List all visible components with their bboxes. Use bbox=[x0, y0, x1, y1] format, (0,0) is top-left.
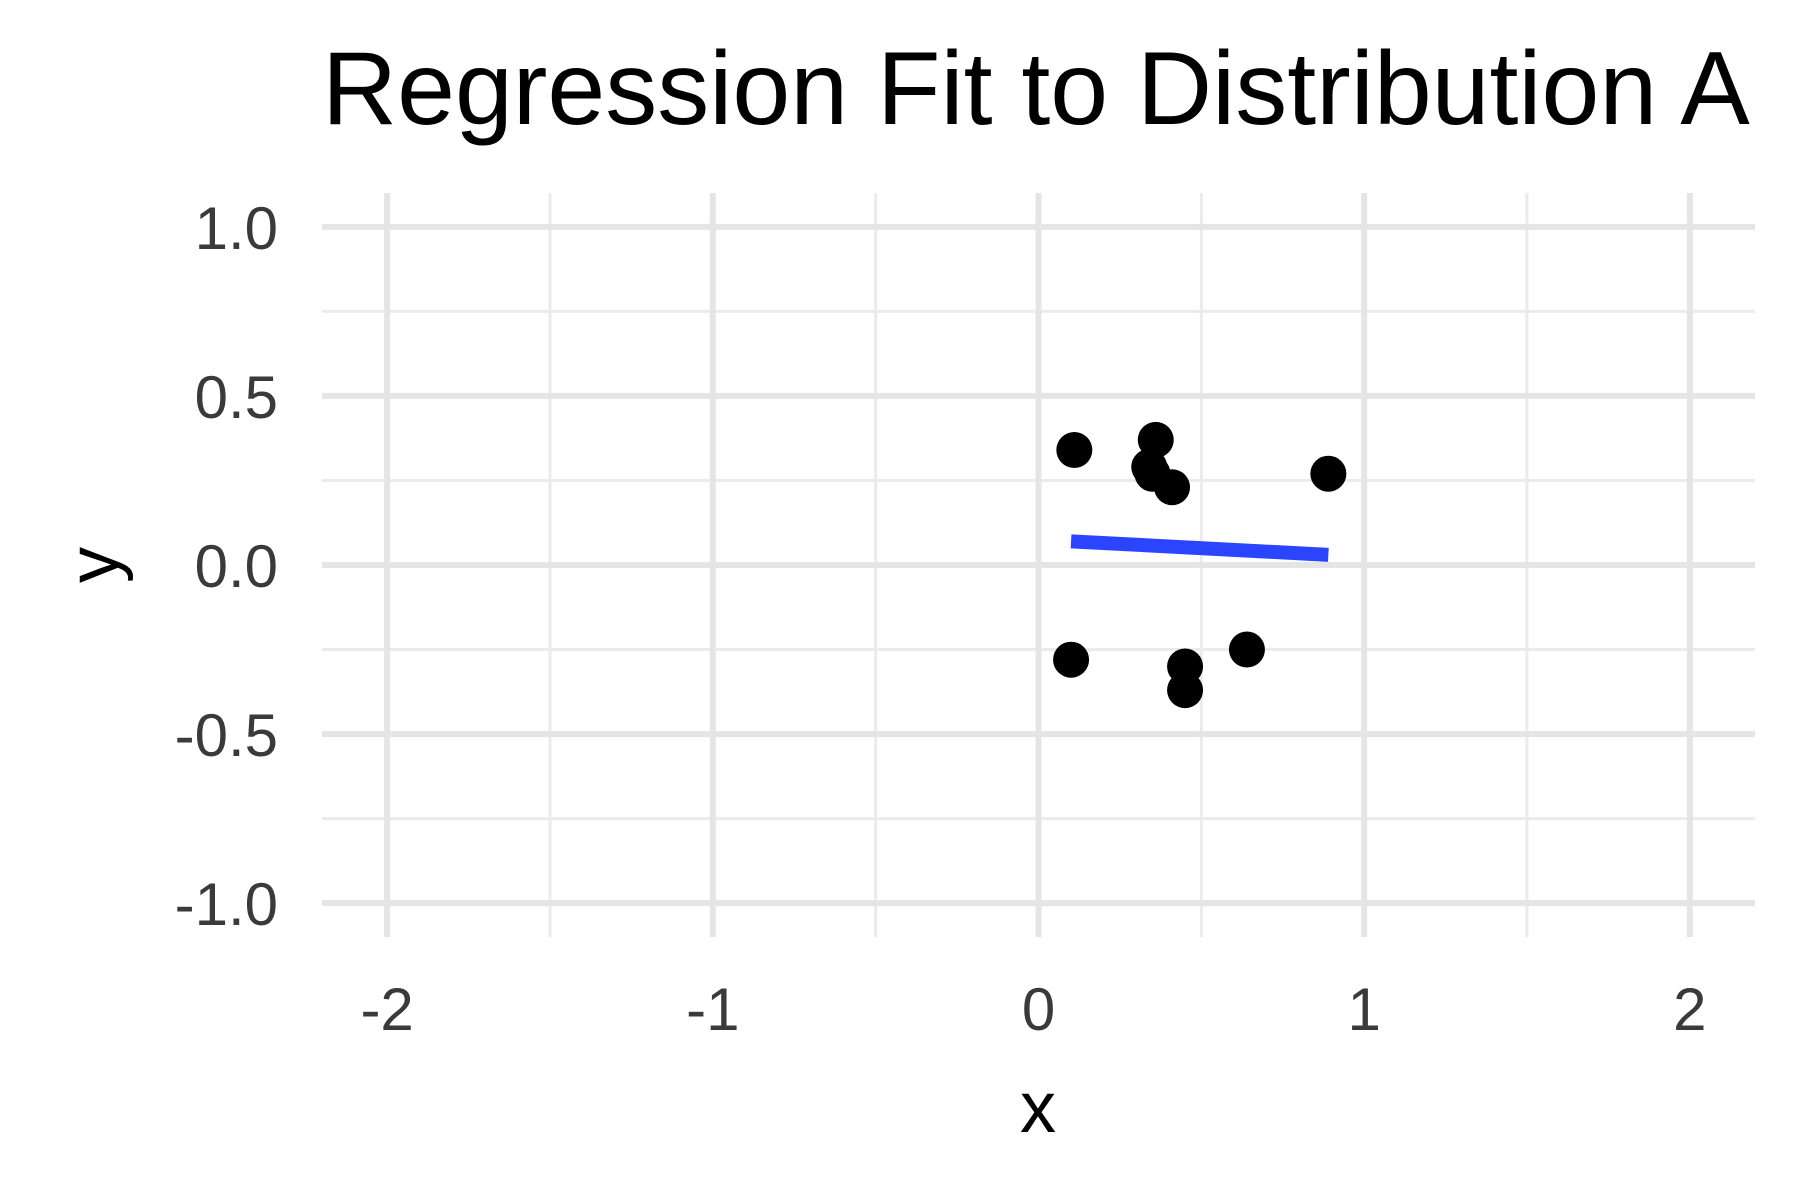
regression-fit-line bbox=[1070, 534, 1329, 562]
data-point bbox=[1056, 432, 1093, 469]
data-point bbox=[1310, 455, 1347, 492]
data-point bbox=[1167, 672, 1204, 709]
y-axis-title: y bbox=[54, 547, 134, 583]
x-tick-label: 1 bbox=[1347, 976, 1380, 1043]
x-axis-title: x bbox=[1020, 1068, 1056, 1148]
grid-layer bbox=[322, 193, 1755, 937]
x-tick-label: 2 bbox=[1673, 976, 1706, 1043]
tick-labels-layer: -2 -1 0 1 2 -1.0 -0.5 0.0 0.5 1.0 bbox=[175, 195, 1707, 1043]
x-tick-label: -1 bbox=[686, 976, 739, 1043]
data-point bbox=[1154, 469, 1191, 506]
points-layer bbox=[1053, 421, 1347, 709]
fit-line-layer bbox=[1070, 534, 1329, 562]
y-tick-label: -0.5 bbox=[175, 702, 278, 769]
y-tick-label: -1.0 bbox=[175, 871, 278, 938]
data-point bbox=[1053, 641, 1090, 678]
x-tick-label: 0 bbox=[1022, 976, 1055, 1043]
y-tick-label: 0.0 bbox=[195, 533, 278, 600]
x-tick-label: -2 bbox=[360, 976, 413, 1043]
data-point bbox=[1228, 631, 1265, 668]
y-tick-label: 0.5 bbox=[195, 364, 278, 431]
chart-title: Regression Fit to Distribution A bbox=[322, 31, 1750, 147]
data-point bbox=[1137, 421, 1174, 458]
y-tick-label: 1.0 bbox=[195, 195, 278, 262]
